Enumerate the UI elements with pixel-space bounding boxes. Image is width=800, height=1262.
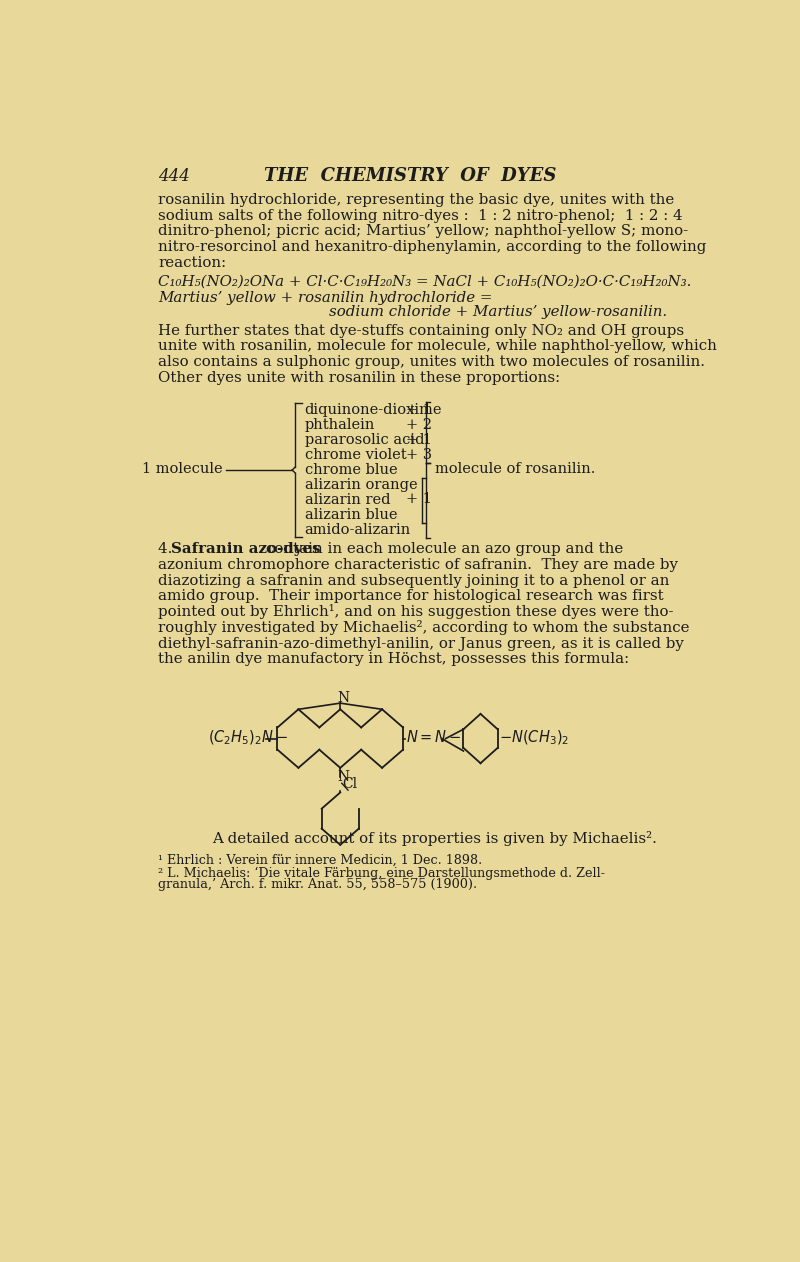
- Text: $(C_2H_5)_2N-$: $(C_2H_5)_2N-$: [208, 728, 288, 747]
- Text: azonium chromophore characteristic of safranin.  They are made by: azonium chromophore characteristic of sa…: [158, 558, 678, 572]
- Text: diquinone-dioxime: diquinone-dioxime: [305, 403, 442, 416]
- Text: 4.: 4.: [158, 541, 178, 557]
- Text: Martius’ yellow + rosanilin hydrochloride =: Martius’ yellow + rosanilin hydrochlorid…: [158, 290, 493, 304]
- Text: + 2: + 2: [406, 418, 432, 432]
- Text: dinitro-phenol; picric acid; Martius’ yellow; naphthol-yellow S; mono-: dinitro-phenol; picric acid; Martius’ ye…: [158, 225, 688, 239]
- Text: A detailed account of its properties is given by Michaelis².: A detailed account of its properties is …: [212, 830, 658, 846]
- Text: roughly investigated by Michaelis², according to whom the substance: roughly investigated by Michaelis², acco…: [158, 620, 690, 635]
- Text: unite with rosanilin, molecule for molecule, while naphthol-yellow, which: unite with rosanilin, molecule for molec…: [158, 339, 717, 353]
- Text: ² L. Michaelis: ‘Die vitale Färbung, eine Darstellungsmethode d. Zell-: ² L. Michaelis: ‘Die vitale Färbung, ein…: [158, 867, 605, 880]
- Text: Cl: Cl: [342, 777, 358, 791]
- Text: diazotizing a safranin and subsequently joining it to a phenol or an: diazotizing a safranin and subsequently …: [158, 573, 670, 588]
- Text: + 1: + 1: [406, 492, 432, 506]
- Text: Safranin azo-dyes: Safranin azo-dyes: [170, 541, 320, 557]
- Text: chrome blue: chrome blue: [305, 463, 398, 477]
- Text: + 1: + 1: [406, 433, 432, 447]
- Text: amido group.  Their importance for histological research was first: amido group. Their importance for histol…: [158, 589, 664, 603]
- Text: sodium chloride + Martius’ yellow-rosanilin.: sodium chloride + Martius’ yellow-rosani…: [329, 305, 666, 319]
- Text: + 1: + 1: [406, 403, 432, 416]
- Text: rosanilin hydrochloride, representing the basic dye, unites with the: rosanilin hydrochloride, representing th…: [158, 193, 674, 207]
- Text: ¹ Ehrlich : Verein für innere Medicin, 1 Dec. 1898.: ¹ Ehrlich : Verein für innere Medicin, 1…: [158, 854, 482, 867]
- Text: alizarin red: alizarin red: [305, 493, 390, 507]
- Text: C₁₀H₅(NO₂)₂ONa + Cl·C·C₁₉H₂₀N₃ = NaCl + C₁₀H₅(NO₂)₂O·C·C₁₉H₂₀N₃.: C₁₀H₅(NO₂)₂ONa + Cl·C·C₁₉H₂₀N₃ = NaCl + …: [158, 275, 691, 289]
- Text: also contains a sulphonic group, unites with two molecules of rosanilin.: also contains a sulphonic group, unites …: [158, 356, 705, 370]
- Text: pararosolic acid: pararosolic acid: [305, 433, 424, 447]
- Text: alizarin blue: alizarin blue: [305, 507, 397, 521]
- Text: diethyl-safranin-azo-dimethyl-anilin, or Janus green, as it is called by: diethyl-safranin-azo-dimethyl-anilin, or…: [158, 637, 684, 651]
- Text: He further states that dye-stuffs containing only NO₂ and OH groups: He further states that dye-stuffs contai…: [158, 323, 684, 338]
- Text: alizarin orange: alizarin orange: [305, 478, 418, 492]
- Text: sodium salts of the following nitro-dyes :  1 : 2 nitro-phenol;  1 : 2 : 4: sodium salts of the following nitro-dyes…: [158, 208, 682, 222]
- Text: amido-alizarin: amido-alizarin: [305, 522, 411, 536]
- Text: $N=N-$: $N=N-$: [406, 729, 462, 746]
- Text: phthalein: phthalein: [305, 418, 375, 432]
- Text: + 3: + 3: [406, 448, 432, 462]
- Text: 444: 444: [158, 168, 190, 184]
- Text: $-N(CH_3)_2$: $-N(CH_3)_2$: [499, 728, 570, 747]
- Text: THE  CHEMISTRY  OF  DYES: THE CHEMISTRY OF DYES: [264, 167, 556, 184]
- Text: pointed out by Ehrlich¹, and on his suggestion these dyes were tho-: pointed out by Ehrlich¹, and on his sugg…: [158, 604, 674, 620]
- Text: granula,’ Arch. f. mikr. Anat. 55, 558–575 (1900).: granula,’ Arch. f. mikr. Anat. 55, 558–5…: [158, 878, 478, 891]
- Text: N: N: [337, 690, 350, 704]
- Text: reaction:: reaction:: [158, 256, 226, 270]
- Text: the anilin dye manufactory in Höchst, possesses this formula:: the anilin dye manufactory in Höchst, po…: [158, 652, 630, 666]
- Text: molecule of rosanilin.: molecule of rosanilin.: [435, 462, 595, 476]
- Text: N: N: [337, 770, 350, 784]
- Text: Other dyes unite with rosanilin in these proportions:: Other dyes unite with rosanilin in these…: [158, 371, 560, 385]
- Text: nitro-resorcinol and hexanitro-diphenylamin, according to the following: nitro-resorcinol and hexanitro-diphenyla…: [158, 240, 706, 254]
- Text: 1 molecule: 1 molecule: [142, 462, 222, 476]
- Text: chrome violet: chrome violet: [305, 448, 406, 462]
- Text: contain in each molecule an azo group and the: contain in each molecule an azo group an…: [266, 541, 623, 557]
